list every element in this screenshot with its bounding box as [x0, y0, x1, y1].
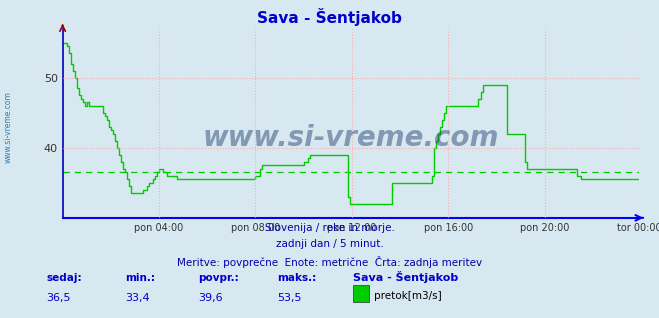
Text: pretok[m3/s]: pretok[m3/s] — [374, 291, 442, 301]
Text: Slovenija / reke in morje.: Slovenija / reke in morje. — [264, 223, 395, 232]
Text: sedaj:: sedaj: — [46, 273, 82, 283]
Text: 39,6: 39,6 — [198, 293, 222, 302]
Text: Meritve: povprečne  Enote: metrične  Črta: zadnja meritev: Meritve: povprečne Enote: metrične Črta:… — [177, 256, 482, 268]
Text: www.si-vreme.com: www.si-vreme.com — [203, 124, 499, 152]
Text: min.:: min.: — [125, 273, 156, 283]
Text: 33,4: 33,4 — [125, 293, 150, 302]
Text: maks.:: maks.: — [277, 273, 316, 283]
Text: 53,5: 53,5 — [277, 293, 301, 302]
Text: povpr.:: povpr.: — [198, 273, 239, 283]
Text: zadnji dan / 5 minut.: zadnji dan / 5 minut. — [275, 239, 384, 249]
Text: Sava - Šentjakob: Sava - Šentjakob — [353, 272, 458, 283]
Text: www.si-vreme.com: www.si-vreme.com — [3, 91, 13, 163]
Text: 36,5: 36,5 — [46, 293, 71, 302]
Text: Sava - Šentjakob: Sava - Šentjakob — [257, 8, 402, 26]
